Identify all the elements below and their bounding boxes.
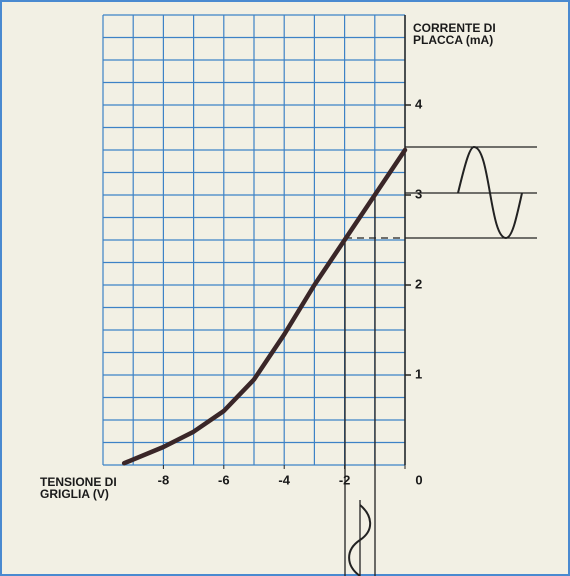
y-axis-label: CORRENTE DI PLACCA (mA) bbox=[413, 22, 503, 46]
page: 1 2 3 4 -8 -6 -4 -2 0 CORRENTE DI PLACCA (mA) TE… bbox=[0, 0, 570, 576]
x-tick-label: -2 bbox=[339, 472, 351, 487]
y-tick-label: 2 bbox=[415, 276, 422, 291]
x-tick-label: -4 bbox=[278, 472, 290, 487]
y-tick-label: 3 bbox=[415, 186, 422, 201]
y-tick-label: 1 bbox=[415, 366, 422, 381]
x-axis-label: TENSIONE DI GRIGLIA (V) bbox=[40, 476, 120, 500]
y-tick-label: 4 bbox=[415, 96, 423, 111]
x-tick-label: -8 bbox=[158, 472, 170, 487]
grid bbox=[103, 15, 405, 465]
data-line bbox=[124, 150, 405, 463]
x-tick-label: -6 bbox=[218, 472, 230, 487]
x-tick-label: 0 bbox=[415, 472, 422, 487]
